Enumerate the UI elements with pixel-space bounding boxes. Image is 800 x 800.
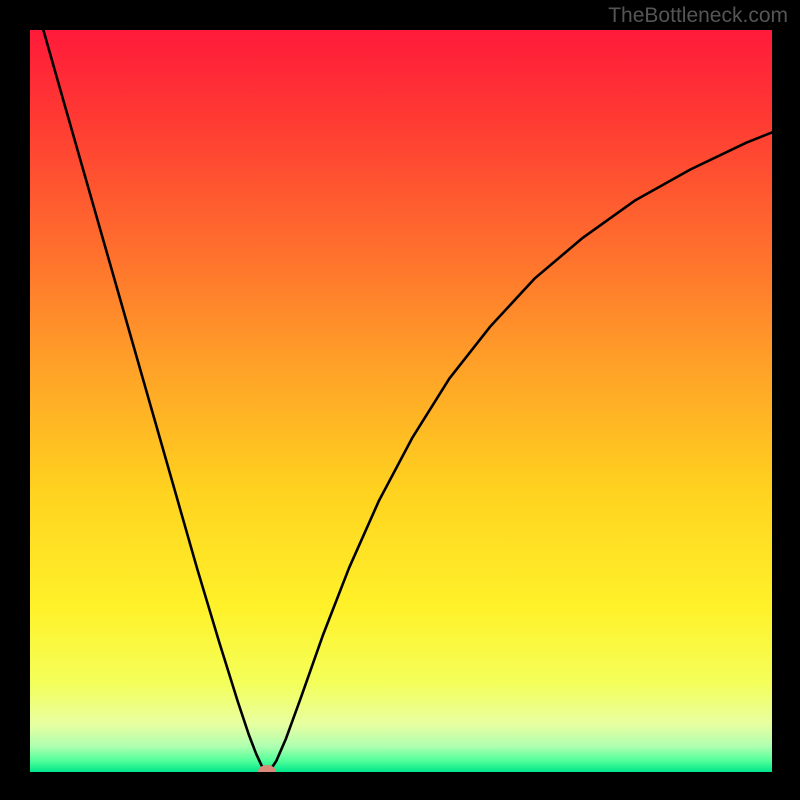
plot-area <box>30 30 772 772</box>
curve-line <box>30 30 772 772</box>
watermark-text: TheBottleneck.com <box>608 4 788 28</box>
